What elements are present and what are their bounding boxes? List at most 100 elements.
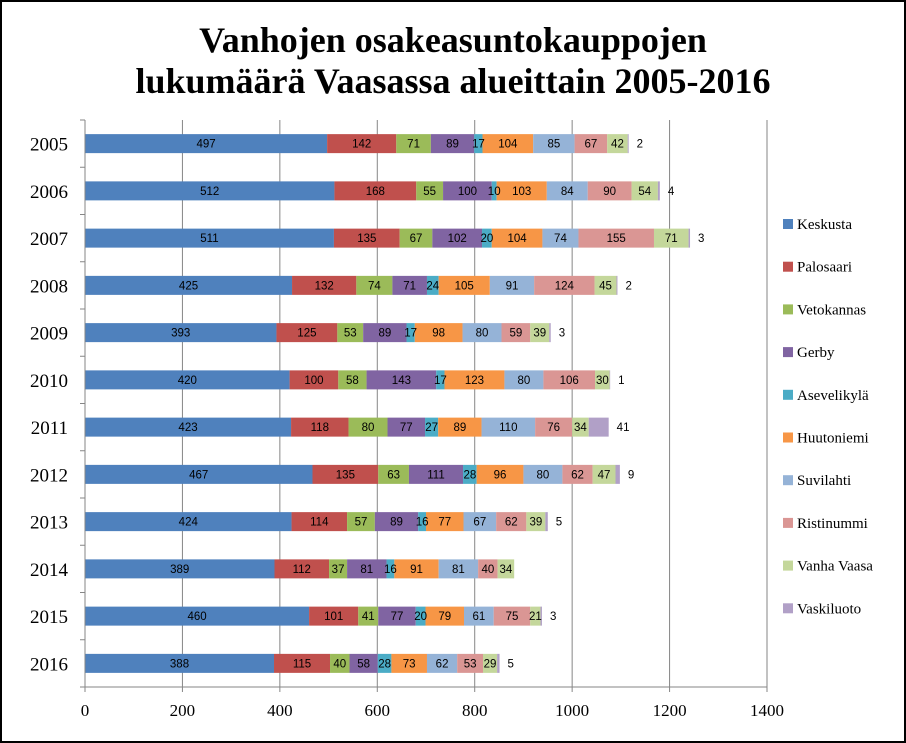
bar-segment-keskusta <box>85 228 334 248</box>
bar-segment-palosaari <box>312 464 379 484</box>
legend-label: Vetokannas <box>797 302 866 318</box>
bar-segment-keskusta <box>85 559 275 579</box>
bar-segment-keskusta <box>85 181 335 201</box>
data-label: 20 <box>480 233 493 245</box>
bar-segment-gerby <box>443 181 492 201</box>
data-label: 114 <box>310 517 329 529</box>
bar-segment-vetokannas <box>337 323 364 343</box>
data-label: 106 <box>560 375 579 387</box>
bar-segment-vaskiluoto <box>657 181 660 201</box>
data-label: 29 <box>484 658 497 670</box>
bar-segment-palosaari <box>333 228 400 248</box>
bar-segment-vanha-vaasa <box>592 464 616 484</box>
data-label: 80 <box>537 469 550 481</box>
bar-segment-suvilahti <box>533 134 575 154</box>
legend-label: Palosaari <box>797 260 852 276</box>
bar-segment-ristinummi <box>478 559 498 579</box>
data-label: 59 <box>509 328 522 340</box>
data-label: 80 <box>362 422 375 434</box>
bar-segment-keskusta <box>85 370 290 390</box>
y-category-label: 2013 <box>30 513 68 534</box>
data-label: 3 <box>698 233 704 245</box>
bar-segment-palosaari <box>327 134 397 154</box>
data-label: 98 <box>432 328 445 340</box>
data-label: 389 <box>170 564 189 576</box>
bar-segment-gerby <box>347 559 387 579</box>
bar-segment-vetokannas <box>399 228 433 248</box>
data-label: 91 <box>506 280 519 292</box>
data-label: 10 <box>488 186 501 198</box>
bar-segment-keskusta <box>85 275 293 295</box>
bar-segment-asevelikyl <box>463 464 477 484</box>
data-label: 143 <box>392 375 411 387</box>
data-label: 40 <box>481 564 494 576</box>
bar-segment-ristinummi <box>535 417 573 437</box>
data-label: 34 <box>574 422 587 434</box>
data-label: 67 <box>410 233 423 245</box>
data-label: 67 <box>473 517 486 529</box>
data-label: 388 <box>170 658 189 670</box>
bar-segment-asevelikyl <box>474 134 483 154</box>
legend-swatch <box>783 347 793 358</box>
bar-segment-vetokannas <box>338 370 367 390</box>
legend-swatch <box>783 389 793 400</box>
data-label: 135 <box>336 469 355 481</box>
data-label: 425 <box>179 280 198 292</box>
bar-segment-asevelikyl <box>415 606 426 626</box>
bar-segment-vanha-vaasa <box>530 606 541 626</box>
data-label: 125 <box>297 328 316 340</box>
bar-segment-vetokannas <box>358 606 379 626</box>
bar-segment-keskusta <box>85 134 328 154</box>
chart-title-line-2: lukumäärä Vaasassa alueittain 2005-2016 <box>135 61 770 101</box>
data-label: 39 <box>533 328 546 340</box>
data-label: 61 <box>472 611 485 623</box>
bar-segment-huutoniemi <box>391 653 427 673</box>
data-label: 77 <box>438 517 451 529</box>
y-category-label: 2009 <box>30 324 68 345</box>
y-category-label: 2014 <box>30 560 69 581</box>
bar-segment-ristinummi <box>543 370 596 390</box>
bar-segment-suvilahti <box>426 653 458 673</box>
data-label: 71 <box>665 233 678 245</box>
data-label: 77 <box>400 422 413 434</box>
bar-segment-ristinummi <box>534 275 595 295</box>
data-label: 512 <box>200 186 219 198</box>
bar-segment-keskusta <box>85 417 292 437</box>
data-label: 37 <box>332 564 345 576</box>
legend-swatch <box>783 432 793 443</box>
bar-segment-gerby <box>366 370 437 390</box>
data-label: 77 <box>391 611 404 623</box>
bar-segment-vanha-vaasa <box>572 417 589 437</box>
data-label: 41 <box>617 422 630 434</box>
bar-segment-keskusta <box>85 653 275 673</box>
bar-segment-gerby <box>363 323 407 343</box>
bar-segment-gerby <box>349 653 378 673</box>
bar-segment-gerby <box>430 134 475 154</box>
bar-segment-huutoniemi <box>438 275 490 295</box>
bar-segment-vetokannas <box>356 275 393 295</box>
bar-segment-huutoniemi <box>394 559 439 579</box>
bar-segment-ristinummi <box>496 512 527 532</box>
bar-segment-asevelikyl <box>406 323 415 343</box>
x-tick-label: 600 <box>365 701 391 720</box>
legend: Keskusta Palosaari Vetokannas Gerby Asevelik… <box>783 217 873 617</box>
bar-segment-palosaari <box>274 559 330 579</box>
data-label: 81 <box>360 564 373 576</box>
data-label: 16 <box>384 564 397 576</box>
data-label: 74 <box>554 233 567 245</box>
bar-segment-suvilahti <box>523 464 563 484</box>
bar-segment-suvilahti <box>438 559 479 579</box>
data-label: 3 <box>550 611 556 623</box>
legend-swatch <box>783 603 793 614</box>
bar-segment-vanha-vaasa <box>653 228 689 248</box>
data-label: 67 <box>584 139 597 151</box>
bar-segment-asevelikyl <box>436 370 445 390</box>
data-label: 71 <box>403 280 416 292</box>
data-label: 89 <box>453 422 466 434</box>
x-tick-label: 400 <box>267 701 293 720</box>
legend-label: Huutoniemi <box>797 431 869 447</box>
legend-label: Vaskiluoto <box>797 601 861 617</box>
data-label: 497 <box>196 139 215 151</box>
data-label: 85 <box>547 139 560 151</box>
bar-segment-suvilahti <box>481 417 536 437</box>
